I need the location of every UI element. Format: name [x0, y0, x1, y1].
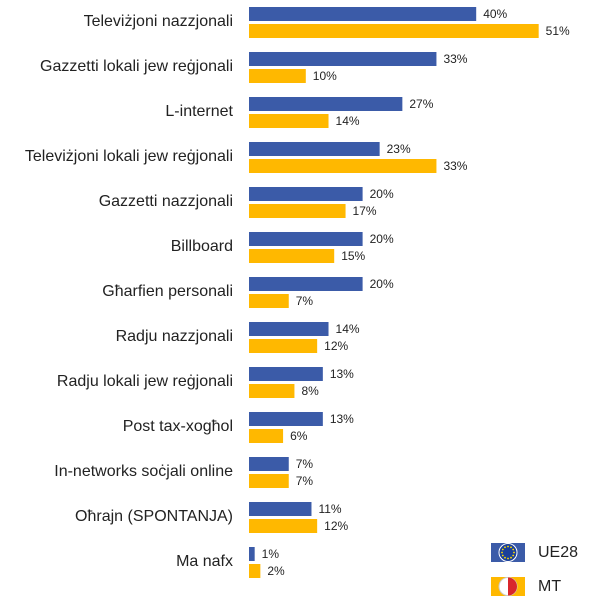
value-label: 23% [387, 142, 411, 156]
bar [249, 294, 289, 308]
category-label: Gazzetti nazzjonali [99, 193, 233, 210]
legend-label: UE28 [538, 544, 578, 561]
bar [249, 277, 363, 291]
value-label: 51% [546, 24, 570, 38]
bar [249, 24, 539, 38]
bar [249, 159, 437, 173]
legend-item: MT [491, 577, 561, 596]
value-label: 40% [483, 7, 507, 21]
value-label: 10% [313, 69, 337, 83]
category-label: Post tax-xogħol [123, 418, 233, 435]
value-label: 15% [341, 249, 365, 263]
bar [249, 412, 323, 426]
bar [249, 7, 477, 21]
category-label: Radju nazzjonali [116, 328, 233, 345]
value-label: 20% [370, 277, 394, 291]
value-label: 13% [330, 367, 354, 381]
bar [249, 384, 295, 398]
legend-icon-star [507, 557, 509, 560]
bar [249, 204, 346, 218]
value-label: 20% [370, 232, 394, 246]
value-label: 1% [262, 547, 280, 561]
bar [249, 367, 323, 381]
value-label: 17% [353, 204, 377, 218]
legend-label: MT [538, 578, 561, 595]
value-label: 27% [409, 97, 433, 111]
category-label: Għarfien personali [102, 283, 233, 300]
value-label: 2% [267, 564, 285, 578]
value-label: 11% [318, 502, 341, 516]
bar [249, 232, 363, 246]
category-label: L-internet [165, 103, 233, 120]
value-label: 20% [370, 187, 394, 201]
bar [249, 339, 318, 353]
category-label: Gazzetti lokali jew reġjonali [40, 58, 233, 75]
legend-icon-star [501, 548, 504, 551]
value-label: 8% [301, 384, 319, 398]
category-label: Oħrajn (SPONTANJA) [75, 508, 233, 525]
value-label: 33% [443, 52, 467, 66]
value-label: 12% [324, 339, 348, 353]
value-label: 6% [290, 429, 308, 443]
category-label: In-networks soċjali online [54, 463, 233, 480]
legend-icon-star [510, 546, 512, 549]
bar [249, 249, 335, 263]
value-label: 13% [330, 412, 354, 426]
bar [249, 564, 261, 578]
legend-icon-star [504, 556, 506, 559]
bar [249, 457, 289, 471]
value-label: 7% [296, 474, 314, 488]
legend-icon-star [512, 554, 515, 557]
value-label: 12% [324, 519, 348, 533]
category-label: Ma nafx [176, 553, 233, 570]
bar [249, 502, 312, 516]
legend-icon-star [504, 546, 506, 549]
value-label: 33% [443, 159, 467, 173]
legend-icon-star [507, 545, 509, 548]
legend-icon-star [501, 551, 503, 554]
value-label: 7% [296, 457, 314, 471]
legend-icon-star [510, 556, 512, 559]
bar [249, 97, 403, 111]
bar [249, 69, 306, 83]
bar [249, 519, 318, 533]
bar [249, 142, 380, 156]
legend-item: UE28 [491, 543, 578, 562]
bar [249, 322, 329, 336]
bar [249, 52, 437, 66]
category-label: Billboard [171, 238, 233, 255]
bar [249, 474, 289, 488]
value-label: 14% [336, 114, 360, 128]
legend-icon-half [508, 577, 517, 596]
bar [249, 429, 284, 443]
legend-icon-star [512, 548, 515, 551]
category-label: Televiżjoni nazzjonali [84, 13, 233, 30]
legend-icon-star [501, 554, 504, 557]
value-label: 7% [296, 294, 314, 308]
category-label: Televiżjoni lokali jew reġjonali [25, 148, 233, 165]
value-label: 14% [336, 322, 360, 336]
bar [249, 547, 255, 561]
legend-icon-star [513, 551, 515, 554]
bar [249, 114, 329, 128]
category-label: Radju lokali jew reġjonali [57, 373, 233, 390]
bar [249, 187, 363, 201]
legend-icon [498, 543, 518, 562]
